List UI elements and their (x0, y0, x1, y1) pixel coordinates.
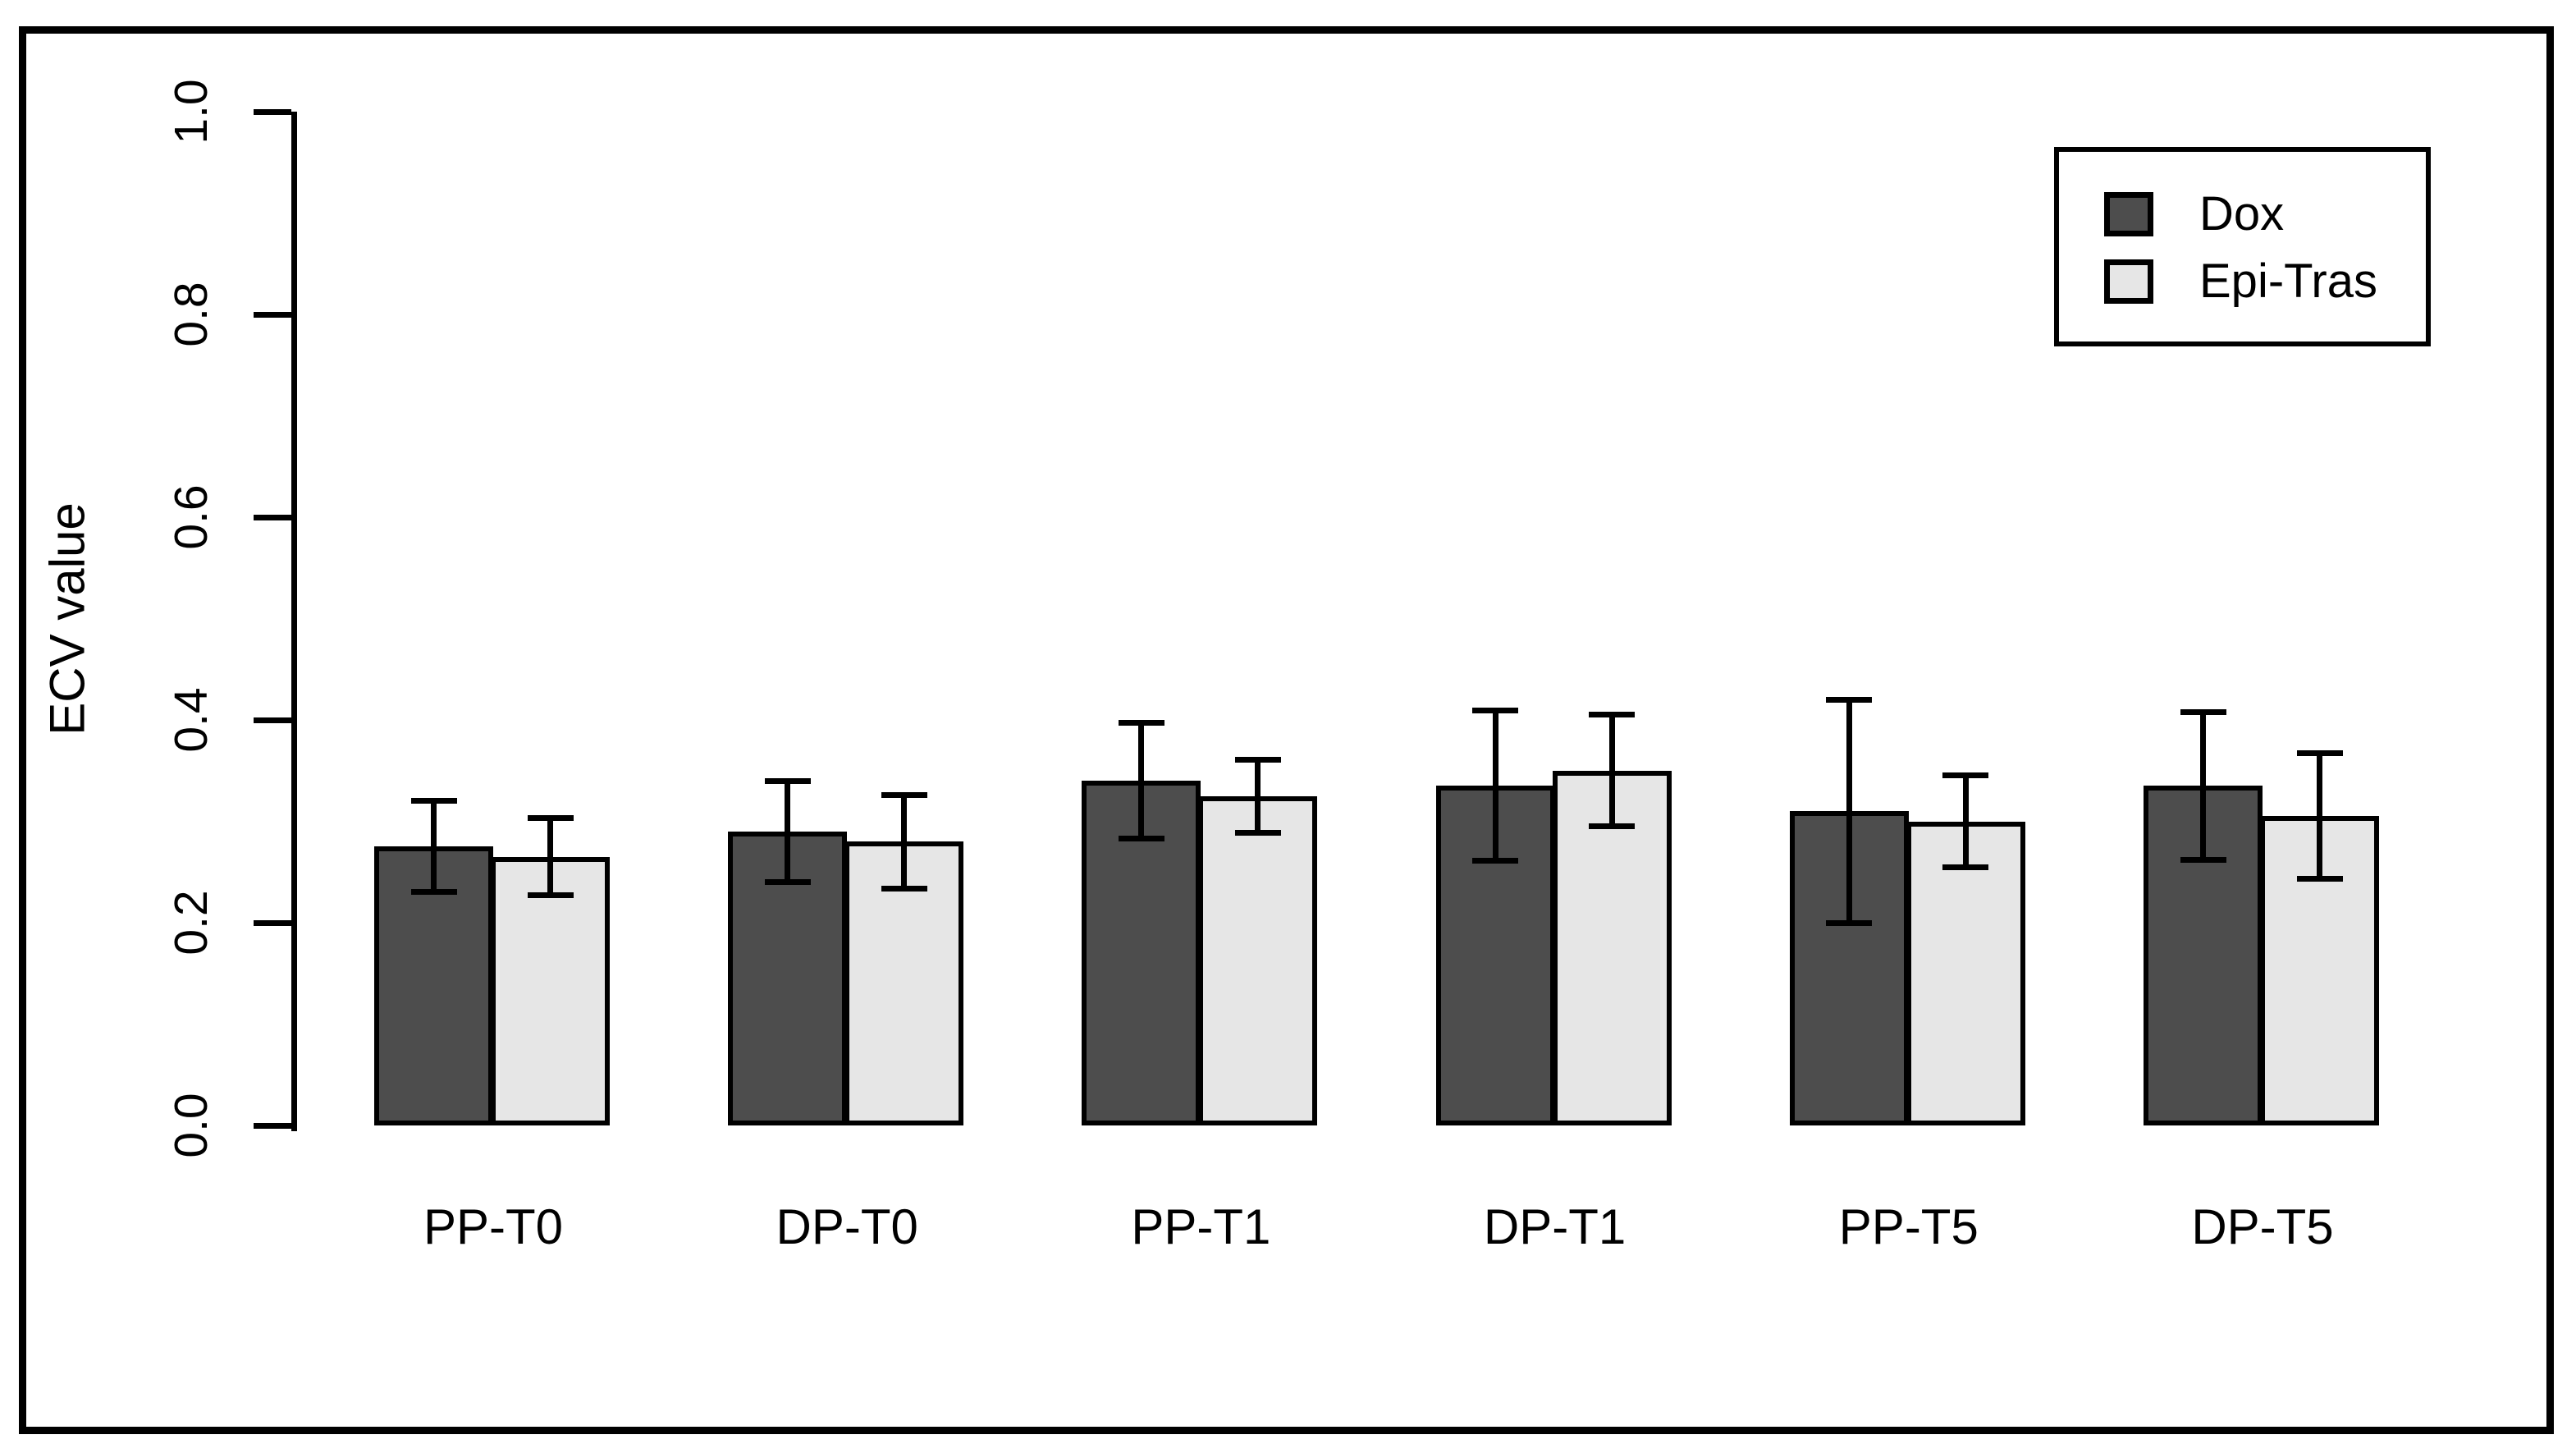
y-tick-0.4 (253, 717, 291, 723)
error-cap-upper-epi-tras-pp-t5 (1942, 772, 1989, 779)
error-cap-upper-dox-dp-t5 (2180, 708, 2226, 715)
x-tick-label-dp-t1: DP-T1 (1483, 1199, 1627, 1254)
error-cap-upper-epi-tras-pp-t1 (1234, 756, 1281, 763)
legend-swatch-epi-tras (2104, 259, 2153, 304)
legend-swatch-dox (2104, 191, 2153, 236)
error-cap-upper-dox-dp-t1 (1472, 708, 1519, 714)
error-cap-lower-epi-tras-pp-t1 (1234, 829, 1281, 836)
error-bar-epi-tras-dp-t0 (901, 795, 908, 888)
error-bar-dox-dp-t1 (1492, 710, 1498, 861)
error-cap-upper-dox-pp-t0 (410, 798, 457, 804)
y-tick-1.0 (253, 108, 291, 115)
y-tick-label-0.2: 0.2 (165, 890, 217, 956)
legend-item-epi-tras: Epi-Tras (2104, 254, 2377, 309)
error-cap-lower-epi-tras-dp-t0 (881, 885, 927, 892)
error-bar-dox-dp-t0 (785, 781, 791, 882)
error-cap-upper-dox-pp-t1 (1118, 720, 1164, 726)
error-bar-epi-tras-pp-t1 (1255, 759, 1261, 833)
error-bar-epi-tras-pp-t0 (547, 818, 553, 896)
error-cap-lower-epi-tras-pp-t5 (1942, 864, 1989, 870)
legend-label-dox: Dox (2199, 187, 2285, 241)
y-tick-0.8 (253, 311, 291, 318)
bar-epi-tras-dp-t0 (844, 841, 964, 1125)
x-tick-label-pp-t0: PP-T0 (423, 1199, 564, 1254)
error-cap-lower-dox-dp-t1 (1472, 858, 1519, 864)
error-cap-upper-epi-tras-pp-t0 (527, 815, 574, 822)
error-bar-dox-dp-t5 (2200, 712, 2206, 860)
error-bar-dox-pp-t1 (1138, 722, 1145, 839)
bar-dox-dp-t0 (728, 831, 848, 1125)
y-tick-label-0.4: 0.4 (165, 687, 217, 753)
error-cap-upper-epi-tras-dp-t5 (2296, 750, 2343, 757)
y-tick-0.6 (253, 514, 291, 520)
error-cap-lower-dox-dp-t5 (2180, 856, 2226, 863)
error-cap-lower-epi-tras-dp-t1 (1589, 823, 1636, 830)
error-cap-lower-dox-dp-t0 (764, 879, 811, 886)
error-cap-lower-epi-tras-pp-t0 (527, 892, 574, 899)
error-bar-epi-tras-pp-t5 (1962, 775, 1969, 868)
error-bar-dox-pp-t5 (1846, 699, 1852, 923)
error-bar-dox-pp-t0 (431, 800, 437, 892)
error-cap-lower-dox-pp-t5 (1826, 919, 1873, 926)
legend-item-dox: Dox (2104, 186, 2284, 241)
y-tick-0.2 (253, 919, 291, 926)
y-tick-label-0.8: 0.8 (165, 282, 217, 347)
y-axis-title: ECV value (39, 502, 95, 736)
y-axis-line (291, 112, 297, 1131)
error-cap-upper-dox-dp-t0 (764, 777, 811, 784)
bar-epi-tras-pp-t5 (1906, 821, 2025, 1125)
x-tick-label-dp-t0: DP-T0 (776, 1199, 918, 1254)
y-tick-label-0.0: 0.0 (165, 1093, 217, 1158)
error-cap-lower-dox-pp-t0 (410, 889, 457, 896)
bar-epi-tras-pp-t0 (491, 856, 610, 1125)
error-bar-epi-tras-dp-t1 (1608, 714, 1615, 827)
bar-epi-tras-dp-t1 (1552, 770, 1672, 1125)
x-tick-label-pp-t1: PP-T1 (1131, 1199, 1271, 1254)
bar-epi-tras-pp-t1 (1198, 795, 1318, 1125)
x-tick-label-dp-t5: DP-T5 (2191, 1199, 2334, 1254)
y-tick-label-0.6: 0.6 (165, 484, 217, 550)
error-cap-lower-epi-tras-dp-t5 (2296, 876, 2343, 882)
y-tick-0.0 (253, 1122, 291, 1129)
y-tick-label-1.0: 1.0 (165, 79, 217, 144)
error-cap-upper-epi-tras-dp-t0 (881, 791, 927, 798)
legend-label-epi-tras: Epi-Tras (2199, 254, 2377, 308)
legend-box: Dox Epi-Tras (2054, 147, 2431, 346)
error-cap-upper-epi-tras-dp-t1 (1589, 712, 1636, 718)
error-cap-upper-dox-pp-t5 (1826, 696, 1873, 703)
error-cap-lower-dox-pp-t1 (1118, 835, 1164, 841)
x-tick-label-pp-t5: PP-T5 (1838, 1199, 1979, 1254)
error-bar-epi-tras-dp-t5 (2317, 753, 2322, 879)
